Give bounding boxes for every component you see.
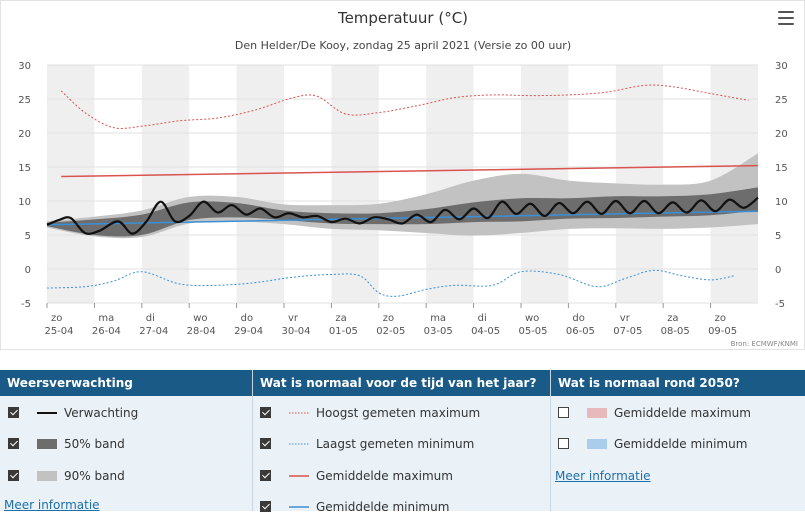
x-tick-date: 05-05 [518, 326, 547, 337]
x-tick-date: 27-04 [139, 326, 168, 337]
x-tick-date: 06-05 [566, 326, 595, 337]
x-tick-date: 28-04 [187, 326, 216, 337]
checkbox[interactable] [558, 407, 569, 418]
y-tick-label-right: 15 [775, 163, 788, 174]
x-tick-date: 09-05 [708, 326, 737, 337]
y-tick-label-right: 5 [775, 231, 781, 242]
legend-item-2050-max[interactable]: Gemiddelde maximum [558, 403, 798, 423]
chart-container: 30 30 25 25 20 20 15 15 10 10 5 5 0 0 -5 -5 zo 25-04 ma 26-… [0, 0, 805, 350]
legend-divider [252, 370, 253, 511]
x-tick-date: 25-04 [44, 326, 73, 337]
x-tick-day: do [241, 313, 253, 324]
lightblue-box-icon [587, 439, 607, 449]
legend-item-mean-min[interactable]: Gemiddelde minimum [260, 497, 540, 517]
hamburger-menu-icon[interactable] [778, 11, 794, 25]
checkbox[interactable] [8, 470, 19, 481]
legend-divider [550, 370, 551, 511]
checkbox[interactable] [8, 407, 19, 418]
x-tick-day: vr [288, 313, 299, 324]
checkbox[interactable] [260, 501, 271, 512]
band-dark-icon [37, 439, 57, 449]
temperature-chart: 30 30 25 25 20 20 15 15 10 10 5 5 0 0 -5 -5 zo 25-04 ma 26-… [18, 9, 798, 348]
y-tick-label-right: 30 [775, 61, 788, 72]
y-tick-label-left: 20 [18, 129, 31, 140]
legend-header-2050: Wat is normaal rond 2050? [550, 370, 805, 396]
checkbox[interactable] [8, 438, 19, 449]
line-mean-min [46, 210, 759, 226]
x-tick-day: wo [525, 313, 539, 324]
y-tick-label-right: 20 [775, 129, 788, 140]
red-line-icon [289, 475, 309, 477]
checkbox[interactable] [260, 407, 271, 418]
x-tick-date: 30-04 [281, 326, 310, 337]
y-tick-label-right: 10 [775, 197, 788, 208]
bold-line-icon [37, 412, 57, 414]
x-tick-day: do [572, 313, 584, 324]
red-dotted-line-icon [289, 412, 309, 414]
checkbox[interactable] [260, 470, 271, 481]
x-tick-date: 07-05 [613, 326, 642, 337]
legend-item-record-min[interactable]: Laagst gemeten minimum [260, 434, 540, 454]
more-info-link[interactable]: Meer informatie [555, 469, 651, 483]
chart-title: Temperatuur (°C) [337, 9, 468, 27]
legend-item-90-band[interactable]: 90% band [8, 466, 238, 486]
line-forecast [46, 196, 759, 235]
day-stripe [141, 65, 190, 303]
x-tick-date: 04-05 [471, 326, 500, 337]
chart-subtitle: Den Helder/De Kooy, zondag 25 april 2021… [235, 39, 571, 52]
checkbox[interactable] [260, 438, 271, 449]
x-tick-date: 29-04 [234, 326, 263, 337]
x-tick-day: di [478, 313, 487, 324]
legend-item-50-band[interactable]: 50% band [8, 434, 238, 454]
y-tick-label-right: -5 [775, 299, 785, 310]
x-tick-date: 26-04 [92, 326, 121, 337]
legend-item-verwachting[interactable]: Verwachting [8, 403, 238, 423]
y-tick-label-left: -5 [21, 299, 31, 310]
legend-header-forecast: Weersverwachting [0, 370, 252, 396]
day-stripe [47, 65, 95, 303]
x-tick-day: zo [383, 313, 394, 324]
x-tick-date: 03-05 [424, 326, 453, 337]
x-tick-day: zo [715, 313, 726, 324]
y-tick-label-right: 25 [775, 95, 788, 106]
more-info-link[interactable]: Meer informatie [4, 498, 100, 512]
y-tick-label-left: 5 [25, 231, 31, 242]
x-tick-day: zo [51, 313, 62, 324]
line-record-min [46, 269, 735, 297]
y-tick-label-left: 25 [18, 95, 31, 106]
x-tick-day: za [335, 313, 346, 324]
y-tick-label-left: 0 [25, 265, 31, 276]
line-record-max [60, 84, 749, 129]
x-tick-day: wo [193, 313, 207, 324]
x-tick-date: 01-05 [329, 326, 358, 337]
x-tick-day: za [667, 313, 678, 324]
y-tick-label-left: 30 [18, 61, 31, 72]
legend-header-normal: Wat is normaal voor de tijd van het jaar… [252, 370, 550, 396]
legend-item-2050-min[interactable]: Gemiddelde minimum [558, 434, 798, 454]
band-light-icon [37, 471, 57, 481]
y-tick-label-right: 0 [775, 265, 781, 276]
y-tick-label-left: 15 [18, 163, 31, 174]
chart-source: Bron: ECMWF/KNMI [731, 340, 798, 348]
y-tick-label-left: 10 [18, 197, 31, 208]
line-mean-max [61, 164, 759, 178]
blue-dotted-line-icon [289, 443, 309, 445]
x-tick-date: 02-05 [376, 326, 405, 337]
legend-item-mean-max[interactable]: Gemiddelde maximum [260, 466, 540, 486]
x-tick-day: ma [430, 313, 446, 324]
x-tick-day: vr [620, 313, 631, 324]
pink-box-icon [587, 408, 607, 418]
x-tick-day: ma [98, 313, 114, 324]
x-tick-day: di [146, 313, 155, 324]
blue-line-icon [289, 506, 309, 508]
band-50 [47, 187, 758, 237]
day-stripe [236, 65, 284, 303]
x-tick-date: 08-05 [661, 326, 690, 337]
legend-item-record-max[interactable]: Hoogst gemeten maximum [260, 403, 540, 423]
checkbox[interactable] [558, 438, 569, 449]
day-stripe [331, 65, 379, 303]
